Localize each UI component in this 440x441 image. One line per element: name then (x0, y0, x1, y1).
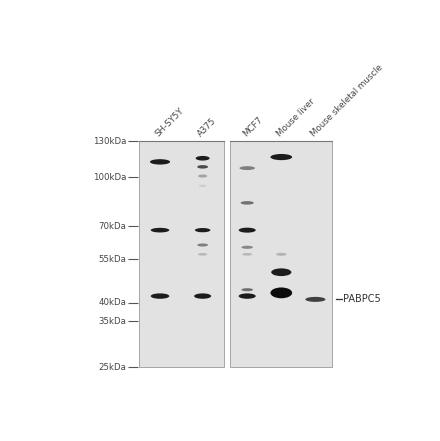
Text: SH-SY5Y: SH-SY5Y (154, 106, 186, 138)
Ellipse shape (151, 293, 169, 299)
FancyBboxPatch shape (139, 142, 224, 367)
Text: 70kDa: 70kDa (99, 222, 126, 231)
Ellipse shape (151, 228, 169, 232)
Ellipse shape (271, 269, 291, 276)
Ellipse shape (199, 185, 206, 187)
Text: MCF7: MCF7 (241, 115, 264, 138)
Text: 130kDa: 130kDa (93, 137, 126, 146)
Ellipse shape (242, 253, 252, 256)
Ellipse shape (198, 253, 207, 256)
Text: Mouse liver: Mouse liver (275, 97, 316, 138)
Ellipse shape (195, 228, 210, 232)
Ellipse shape (239, 166, 255, 170)
Ellipse shape (198, 175, 207, 178)
Ellipse shape (242, 288, 253, 291)
Ellipse shape (271, 288, 292, 298)
Ellipse shape (196, 156, 209, 161)
Text: 35kDa: 35kDa (99, 317, 126, 325)
Ellipse shape (271, 154, 292, 160)
Text: A375: A375 (196, 116, 218, 138)
Text: PABPC5: PABPC5 (343, 295, 381, 304)
Ellipse shape (197, 165, 208, 168)
Ellipse shape (238, 293, 256, 299)
Ellipse shape (197, 243, 208, 247)
Text: 40kDa: 40kDa (99, 298, 126, 307)
Ellipse shape (194, 293, 211, 299)
Ellipse shape (150, 159, 170, 164)
Text: 25kDa: 25kDa (99, 363, 126, 372)
Ellipse shape (238, 228, 256, 233)
Ellipse shape (276, 253, 287, 256)
Ellipse shape (242, 246, 253, 249)
Ellipse shape (305, 297, 326, 302)
FancyBboxPatch shape (230, 142, 333, 367)
Text: 100kDa: 100kDa (93, 173, 126, 182)
Text: 55kDa: 55kDa (99, 255, 126, 264)
Text: Mouse skeletal muscle: Mouse skeletal muscle (309, 63, 385, 138)
Ellipse shape (241, 201, 254, 205)
